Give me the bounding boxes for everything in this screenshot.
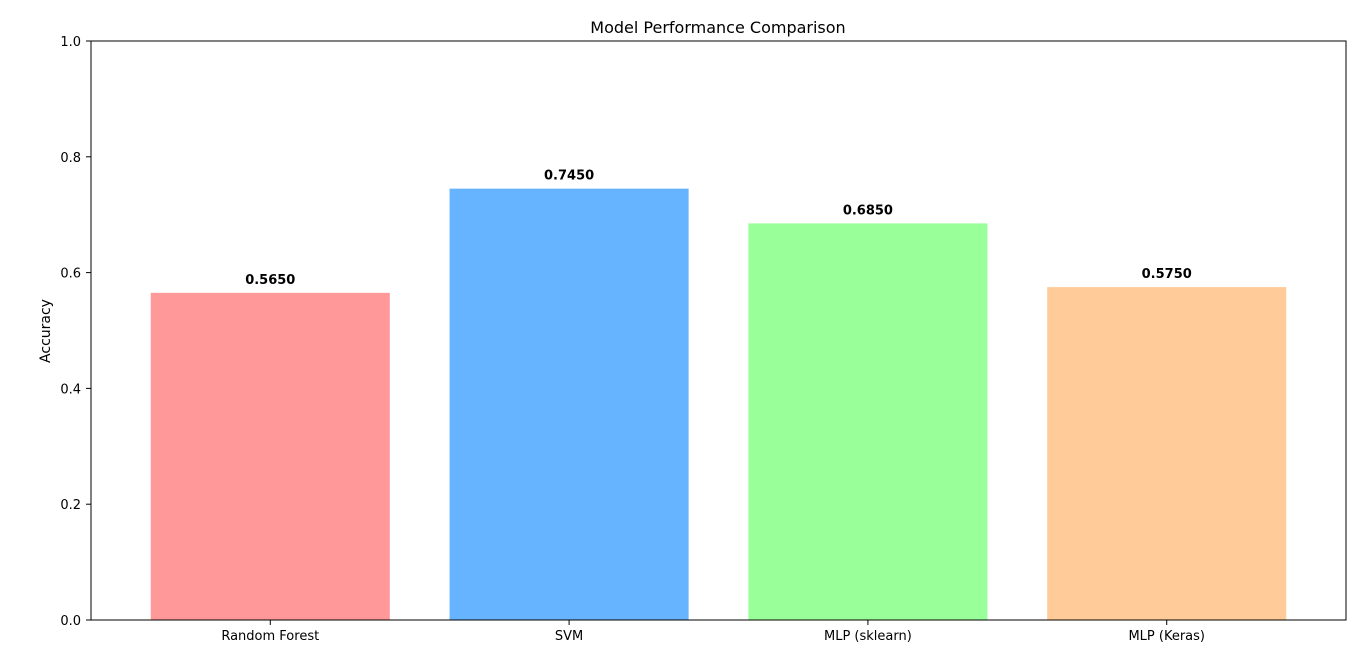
bars-group	[150, 188, 1287, 620]
y-tick-label: 0.8	[60, 151, 81, 166]
chart-title: Model Performance Comparison	[590, 18, 845, 37]
data-label-svm: 0.7450	[544, 169, 594, 184]
x-tick-label: Random Forest	[221, 629, 319, 644]
data-labels-group: 0.5650 0.7450 0.6850 0.5750	[245, 169, 1192, 288]
data-label-random-forest: 0.5650	[245, 273, 295, 288]
y-axis: 0.0 0.2 0.4 0.6 0.8 1.0	[60, 35, 91, 629]
bar-random-forest	[150, 292, 390, 620]
bar-mlp-keras	[1047, 287, 1287, 620]
y-tick-label: 1.0	[60, 35, 81, 50]
y-tick-label: 0.0	[60, 614, 81, 629]
y-tick-label: 0.6	[60, 267, 81, 282]
y-axis-label: Accuracy	[38, 299, 54, 363]
y-tick-label: 0.2	[60, 498, 81, 513]
bar-mlp-sklearn	[748, 223, 988, 620]
plot-frame	[90, 40, 1347, 621]
x-tick-label: MLP (sklearn)	[824, 629, 912, 644]
data-label-mlp-sklearn: 0.6850	[843, 203, 893, 218]
data-label-mlp-keras: 0.5750	[1142, 267, 1192, 282]
x-tick-label: MLP (Keras)	[1128, 629, 1205, 644]
x-axis: Random Forest SVM MLP (sklearn) MLP (Keras)	[221, 620, 1205, 644]
y-tick-label: 0.4	[60, 382, 81, 397]
bar-svm	[449, 188, 689, 620]
x-tick-label: SVM	[555, 629, 583, 644]
